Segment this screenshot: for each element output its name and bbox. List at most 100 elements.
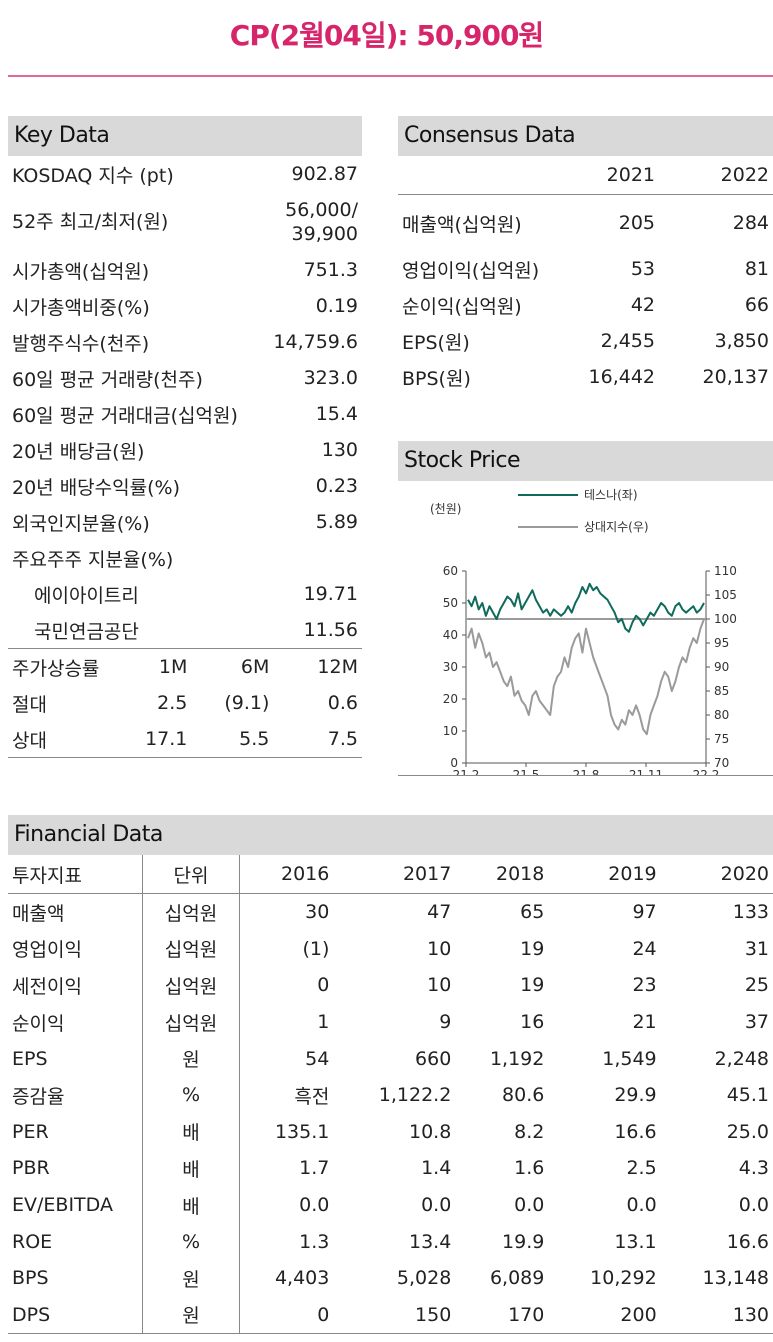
row-label: 순이익(십억원) (402, 295, 522, 318)
row-value: 65 (520, 901, 545, 924)
row-label: 52주 최고/최저(원) (12, 211, 169, 233)
right-tick-label: 105 (714, 588, 737, 602)
perf-col-12m: 12M (273, 648, 362, 685)
row-label: EPS(원) (402, 331, 470, 354)
table-row: PBR 배 1.7 1.4 1.6 2.5 4.3 (8, 1150, 773, 1187)
row-value: 660 (415, 1047, 452, 1070)
right-tick-label: 100 (714, 612, 737, 626)
row-value: 47 (427, 901, 452, 924)
row-value: 80.6 (502, 1084, 545, 1107)
row-unit: 원 (142, 1296, 240, 1335)
row-label: EV/EBITDA (12, 1194, 113, 1217)
row-value: 170 (455, 1296, 549, 1335)
row-value: 130 (321, 439, 358, 461)
table-row: 60일 평균 거래대금(십억원) 15.4 (8, 396, 362, 432)
row-label: EPS (12, 1047, 48, 1070)
row-value: 3,850 (714, 330, 769, 352)
row-value: 25 (744, 974, 769, 997)
table-row: 외국인지분율(%) 5.89 (8, 504, 362, 540)
table-row: 매출액(십억원) 205 284 (398, 195, 773, 252)
row-label: 증감율 (12, 1085, 65, 1108)
table-row: 시가총액비중(%) 0.19 (8, 288, 362, 324)
row-value: 19 (520, 974, 545, 997)
financial-header-row: 투자지표 단위 2016 2017 2018 2019 2020 (8, 855, 773, 894)
row-label: 20년 배당금(원) (12, 440, 145, 463)
right-tick-label: 75 (714, 732, 729, 746)
left-tick-label: 20 (443, 692, 458, 706)
consensus-table: 2021 2022 매출액(십억원) 205 284 영업이익(십억원) 53 … (398, 156, 773, 395)
row-value: 1.7 (299, 1157, 330, 1180)
table-row: 20년 배당금(원) 130 (8, 432, 362, 468)
row-value: 23 (632, 974, 657, 997)
row-value: 0.0 (626, 1194, 657, 1217)
row-value: 20,137 (702, 366, 769, 388)
table-row: EPS(원) 2,455 3,850 (398, 323, 773, 359)
row-value: 4,403 (274, 1267, 330, 1290)
row-value: 284 (732, 212, 769, 234)
table-row: 영업이익 십억원 (1) 10 19 24 31 (8, 930, 773, 968)
table-row: ROE% 1.3 13.4 19.9 13.1 16.6 (8, 1223, 773, 1260)
row-value: 150 (333, 1296, 456, 1335)
perf-label: 절대 (12, 693, 47, 716)
perf-value: 5.5 (191, 721, 274, 758)
row-value: 10.8 (408, 1120, 452, 1143)
table-row: KOSDAQ 지수 (pt) 902.87 (8, 156, 362, 192)
left-tick-label: 30 (443, 660, 458, 674)
value-line: 56,000/ (285, 199, 358, 221)
left-tick-label: 60 (443, 564, 458, 578)
chart-axes: 0 10 20 30 40 50 60 70 75 80 85 90 95 100 105 110 21.2 21… (443, 564, 737, 775)
row-value: 2.5 (626, 1157, 657, 1180)
row-value: 13,148 (702, 1267, 769, 1290)
row-unit: 십억원 (142, 930, 240, 968)
row-value: 1.4 (421, 1157, 452, 1180)
row-value: 200 (548, 1296, 661, 1335)
row-label: KOSDAQ 지수 (pt) (12, 164, 174, 187)
perf-label: 주가상승률 (8, 648, 118, 685)
row-label: 순이익 (12, 1012, 65, 1035)
row-value: 0.0 (421, 1194, 452, 1217)
right-tick-label: 80 (714, 708, 729, 722)
left-tick-label: 40 (443, 628, 458, 642)
row-value: 31 (744, 937, 769, 960)
x-tick-label: 21.11 (629, 768, 663, 775)
row-value: 2,455 (600, 330, 655, 352)
left-tick-label: 50 (443, 596, 458, 610)
row-value: 6,089 (489, 1267, 545, 1290)
header-unit: 단위 (142, 855, 240, 894)
row-unit: 원 (142, 1259, 240, 1297)
table-row: 발행주식수(천주) 14,759.6 (8, 324, 362, 360)
row-value: 13.1 (614, 1230, 657, 1253)
row-value: 19.71 (303, 583, 358, 605)
year-header: 2016 (239, 855, 334, 894)
row-value: 19 (520, 937, 545, 960)
row-value: 8.2 (514, 1120, 545, 1143)
x-tick-label: 22.2 (693, 768, 720, 775)
row-value: 1.3 (299, 1230, 330, 1253)
row-unit: % (142, 1076, 240, 1114)
row-value: 0 (317, 974, 330, 997)
consensus-heading: Consensus Data (398, 116, 773, 156)
row-value: 4.3 (738, 1157, 769, 1180)
table-row: EV/EBITDA 배 0.0 0.0 0.0 0.0 0.0 (8, 1186, 773, 1224)
row-value: 10 (427, 937, 452, 960)
row-label: 20년 배당수익률(%) (12, 476, 180, 499)
row-value: 56,000/39,900 (273, 192, 362, 252)
left-axis-unit: (천원) (430, 501, 461, 516)
row-value: 323.0 (303, 367, 358, 389)
row-label: 매출액(십억원) (402, 213, 522, 236)
perf-col-1m: 1M (117, 648, 192, 685)
row-value: 0.23 (315, 475, 358, 497)
row-value: 0 (239, 1296, 334, 1335)
row-label: BPS (12, 1267, 49, 1290)
row-value: 54 (305, 1047, 330, 1070)
row-value: 37 (744, 1011, 769, 1034)
row-value: 1,122.2 (378, 1084, 452, 1107)
row-unit: 십억원 (142, 1003, 240, 1041)
row-value: 97 (632, 901, 657, 924)
financial-table: 투자지표 단위 2016 2017 2018 2019 2020 매출액 십억원 3… (8, 855, 773, 1335)
x-tick-label: 21.5 (513, 768, 540, 775)
year-header: 2022 (659, 156, 773, 195)
row-label: 시가총액(십억원) (12, 260, 150, 283)
row-value: 14,759.6 (273, 331, 358, 353)
row-label: 60일 평균 거래대금(십억원) (12, 404, 238, 427)
